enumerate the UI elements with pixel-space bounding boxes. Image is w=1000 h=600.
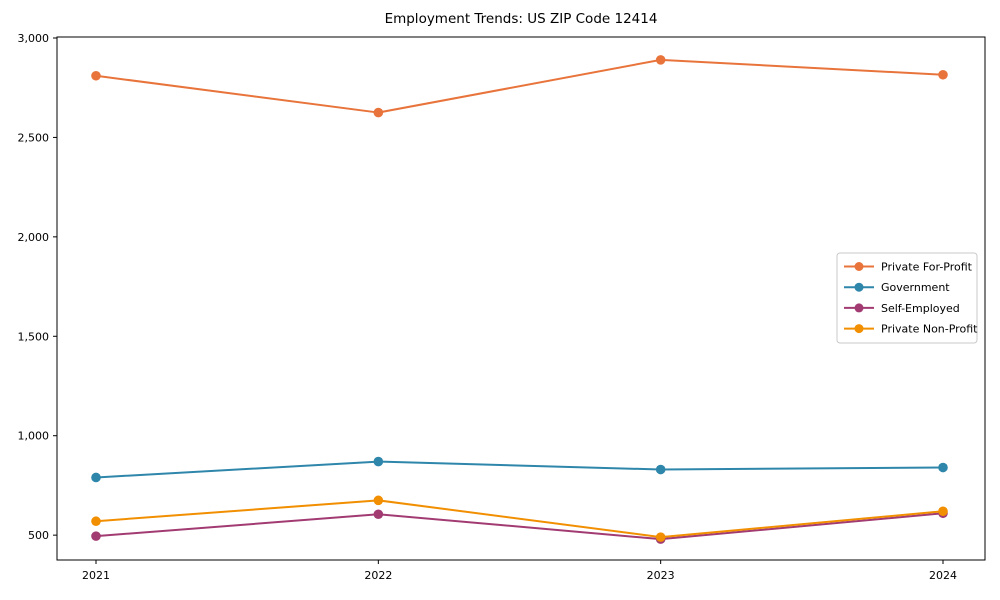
x-axis: 2021 2022 2023 2024 (82, 560, 957, 582)
legend-label: Government (881, 281, 950, 294)
data-point-private-for-profit-2023 (655, 55, 666, 65)
series-line-self-employed (95, 512, 944, 541)
data-point-self-employed-2021 (91, 531, 101, 541)
y-tick-label: 1,000 (18, 430, 50, 443)
legend-label: Private Non-Profit (881, 323, 978, 336)
legend-swatch-marker (854, 262, 864, 271)
plot-area: 500 1,000 1,500 2,000 2,500 3,000 2021 2022 2023… (18, 32, 986, 582)
data-point-private-non-profit-2021 (91, 516, 101, 527)
x-tick-label: 2024 (929, 569, 957, 582)
series-line-private-non-profit (95, 499, 944, 539)
series-private-non-profit (91, 495, 948, 542)
legend-item-self-employed: Self-Employed (844, 302, 960, 315)
series-line-government (95, 460, 944, 479)
x-tick-label: 2023 (647, 569, 675, 582)
legend-swatch-marker (854, 303, 864, 313)
data-point-private-non-profit-2024 (938, 506, 948, 517)
legend: Private For-Profit Government Self-Employe… (836, 252, 978, 344)
data-point-private-for-profit-2022 (373, 107, 384, 118)
legend-swatch-marker (854, 324, 864, 334)
data-point-private-non-profit-2022 (373, 495, 384, 506)
data-point-private-non-profit-2023 (655, 532, 666, 542)
x-tick-label: 2021 (82, 569, 110, 582)
legend-item-private-non-profit: Private Non-Profit (844, 323, 978, 336)
x-tick-label: 2022 (364, 569, 392, 582)
data-point-government-2021 (91, 472, 101, 483)
data-point-government-2022 (373, 456, 384, 467)
y-tick-label: 1,500 (18, 330, 50, 343)
series-private-for-profit (91, 55, 948, 118)
data-point-self-employed-2022 (373, 509, 384, 520)
legend-label: Private For-Profit (881, 261, 973, 274)
y-tick-label: 2,500 (18, 131, 50, 144)
data-point-government-2024 (938, 462, 948, 473)
legend-item-government: Government (844, 281, 950, 294)
series-line-private-for-profit (95, 58, 944, 114)
series-government (91, 456, 948, 483)
y-axis: 500 1,000 1,500 2,000 2,500 3,000 (18, 32, 57, 542)
chart-title: Employment Trends: US ZIP Code 12414 (385, 11, 658, 27)
data-point-government-2023 (655, 464, 666, 475)
legend-swatch-marker (854, 282, 864, 292)
y-tick-label: 2,000 (18, 231, 50, 244)
series-self-employed (91, 508, 948, 544)
data-point-private-for-profit-2024 (938, 69, 948, 80)
legend-label: Self-Employed (881, 302, 960, 315)
legend-box (836, 252, 978, 344)
y-tick-label: 500 (28, 529, 49, 542)
y-tick-label: 3,000 (18, 32, 50, 45)
data-point-private-for-profit-2021 (91, 70, 101, 81)
axes-frame (56, 36, 986, 561)
legend-item-private-for-profit: Private For-Profit (844, 261, 973, 274)
